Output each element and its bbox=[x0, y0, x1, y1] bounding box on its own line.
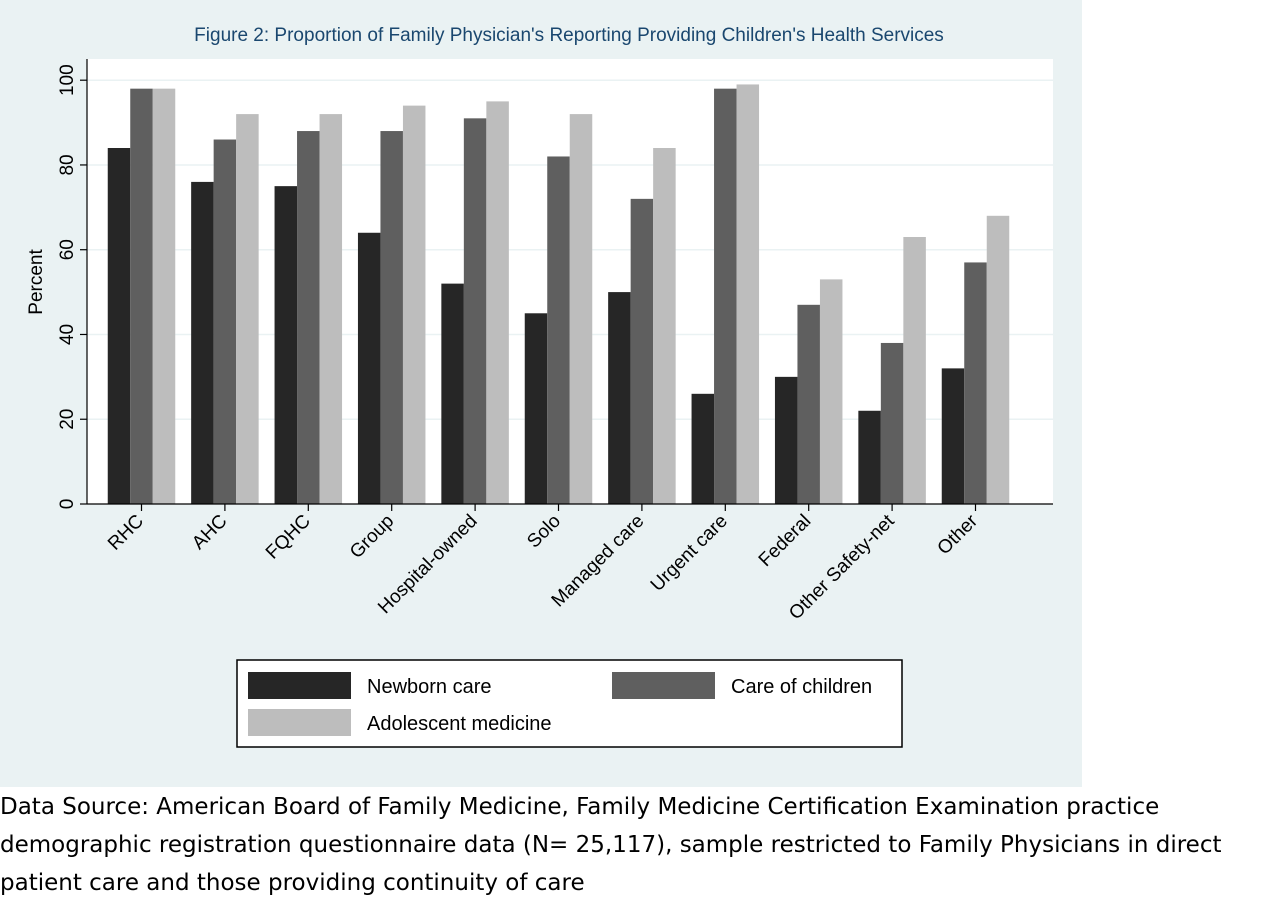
y-tick-label-100: 100 bbox=[57, 64, 78, 96]
bar-solo-adolescent-medicine bbox=[569, 114, 593, 504]
bar-hospital-owned-adolescent-medicine bbox=[486, 101, 509, 504]
x-tick-label-rhc: RHC bbox=[104, 511, 148, 555]
bar-rhc-care-of-children bbox=[130, 88, 153, 505]
bar-managed-care-care-of-children bbox=[630, 198, 654, 504]
legend-swatch-care-of-children bbox=[612, 672, 715, 699]
bar-group-adolescent-medicine bbox=[402, 105, 426, 504]
bar-solo-care-of-children bbox=[547, 156, 570, 504]
bar-other-care-of-children bbox=[964, 262, 987, 504]
bar-fqhc-care-of-children bbox=[297, 131, 320, 505]
source-note-line-3: patient care and those providing continu… bbox=[0, 870, 585, 896]
legend-label-care-of-children: Care of children bbox=[731, 676, 872, 698]
bars bbox=[107, 84, 1010, 505]
bar-federal-adolescent-medicine bbox=[819, 279, 843, 504]
bar-fqhc-newborn-care bbox=[274, 186, 298, 504]
x-tick-label-federal: Federal bbox=[755, 511, 815, 571]
x-tick-label-ahc: AHC bbox=[188, 511, 231, 554]
legend-label-adolescent-medicine: Adolescent medicine bbox=[367, 713, 552, 735]
y-tick-label-40: 40 bbox=[57, 324, 78, 345]
x-tick-label-solo: Solo bbox=[523, 511, 565, 553]
legend: Newborn care Care of children Adolescent… bbox=[236, 659, 903, 748]
bar-managed-care-adolescent-medicine bbox=[653, 148, 676, 504]
bar-urgent-care-newborn-care bbox=[691, 393, 715, 504]
x-tick-label-other: Other bbox=[934, 510, 983, 559]
bar-other-safety-net-adolescent-medicine bbox=[903, 237, 926, 504]
y-axis-ticks: 0 20 40 60 80 100 bbox=[57, 64, 87, 509]
legend-label-newborn-care: Newborn care bbox=[367, 676, 492, 698]
bar-ahc-newborn-care bbox=[191, 181, 214, 504]
bar-other-safety-net-newborn-care bbox=[858, 410, 881, 504]
bar-solo-newborn-care bbox=[524, 313, 548, 504]
bar-federal-newborn-care bbox=[774, 376, 798, 504]
x-tick-label-fqhc: FQHC bbox=[262, 511, 315, 564]
bar-hospital-owned-newborn-care bbox=[441, 283, 464, 504]
x-tick-label-group: Group bbox=[346, 511, 398, 563]
bar-hospital-owned-care-of-children bbox=[463, 118, 487, 504]
bar-urgent-care-adolescent-medicine bbox=[736, 84, 760, 504]
bar-federal-care-of-children bbox=[797, 304, 820, 504]
bar-fqhc-adolescent-medicine bbox=[319, 114, 343, 504]
source-note-line-1: Data Source: American Board of Family Me… bbox=[0, 794, 1160, 820]
x-tick-label-urgent-care: Urgent care bbox=[647, 511, 732, 596]
y-tick-label-60: 60 bbox=[57, 239, 78, 260]
bar-other-adolescent-medicine bbox=[986, 215, 1010, 505]
legend-swatch-newborn-care bbox=[248, 672, 351, 699]
y-tick-label-80: 80 bbox=[57, 154, 78, 175]
source-note-line-2: demographic registration questionnaire d… bbox=[0, 832, 1222, 858]
bar-urgent-care-care-of-children bbox=[714, 88, 737, 505]
bar-other-safety-net-care-of-children bbox=[880, 342, 904, 504]
bar-other-newborn-care bbox=[941, 368, 965, 504]
y-axis-label: Percent bbox=[26, 249, 47, 315]
bar-managed-care-newborn-care bbox=[608, 292, 631, 504]
bar-rhc-newborn-care bbox=[107, 148, 131, 504]
y-tick-label-0: 0 bbox=[57, 499, 78, 510]
bar-rhc-adolescent-medicine bbox=[152, 88, 176, 505]
bar-ahc-adolescent-medicine bbox=[236, 114, 259, 504]
legend-swatch-adolescent-medicine bbox=[248, 709, 351, 736]
chart-figure: Figure 2: Proportion of Family Physician… bbox=[0, 0, 1082, 787]
bar-ahc-care-of-children bbox=[213, 139, 237, 504]
data-source-note: Data Source: American Board of Family Me… bbox=[0, 788, 1280, 902]
bar-chart: Figure 2: Proportion of Family Physician… bbox=[26, 25, 1053, 748]
bar-group-care-of-children bbox=[380, 131, 403, 505]
bar-group-newborn-care bbox=[357, 232, 381, 504]
chart-title: Figure 2: Proportion of Family Physician… bbox=[194, 25, 944, 46]
y-tick-label-20: 20 bbox=[57, 409, 78, 430]
